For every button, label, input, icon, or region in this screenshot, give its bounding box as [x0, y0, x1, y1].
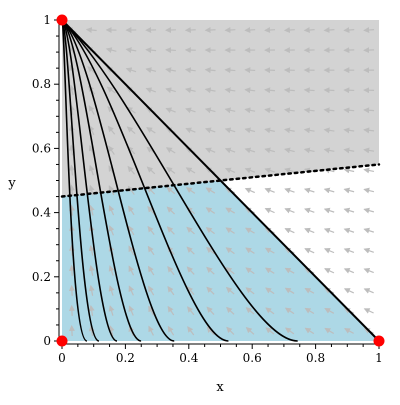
field-arrow	[285, 30, 295, 31]
field-arrow	[364, 209, 374, 212]
field-arrow	[365, 309, 374, 313]
field-arrow	[305, 90, 315, 91]
field-arrow	[344, 169, 354, 171]
field-arrow	[265, 30, 275, 31]
field-arrow	[325, 229, 334, 232]
field-arrow	[325, 189, 335, 192]
field-arrow	[285, 90, 295, 91]
field-arrow	[285, 229, 294, 233]
field-arrow	[72, 286, 73, 296]
field-arrow	[364, 30, 374, 31]
field-arrow	[325, 209, 334, 212]
field-arrow	[325, 249, 334, 253]
y-tick-label: 0.8	[32, 77, 51, 91]
y-tick-label: 0.2	[32, 270, 51, 284]
field-arrow	[266, 209, 275, 213]
field-arrow	[325, 90, 335, 91]
x-tick-label: 1	[375, 351, 383, 365]
field-arrow	[344, 30, 354, 31]
equilibrium-point	[57, 15, 68, 26]
field-arrow	[245, 70, 255, 71]
field-arrow	[345, 249, 354, 253]
field-arrow	[345, 269, 354, 273]
field-arrow	[344, 189, 354, 191]
field-arrow	[325, 30, 335, 31]
field-arrow	[364, 269, 373, 273]
y-tick-label: 1	[43, 13, 51, 27]
equilibrium-point	[57, 336, 68, 347]
field-arrow	[364, 189, 374, 191]
field-arrow	[285, 209, 294, 213]
field-arrow	[225, 70, 235, 71]
field-arrow	[364, 170, 374, 172]
field-arrow	[364, 229, 373, 232]
field-arrow	[72, 266, 73, 276]
field-arrow	[305, 229, 314, 233]
x-tick-label: 0	[58, 351, 66, 365]
y-tick-label: 0.4	[32, 206, 51, 220]
y-tick-label: 0.6	[32, 141, 51, 155]
x-tick-label: 0.6	[243, 351, 262, 365]
x-tick-label: 0.4	[179, 351, 198, 365]
field-arrow	[305, 249, 314, 253]
field-arrow	[305, 209, 314, 212]
field-arrow	[345, 289, 354, 293]
x-axis-label: x	[216, 380, 224, 395]
field-arrow	[365, 289, 374, 293]
field-arrow	[225, 30, 235, 31]
y-axis-label: y	[7, 176, 16, 191]
field-arrow	[206, 30, 216, 31]
field-arrow	[285, 189, 294, 192]
field-arrow	[345, 229, 354, 232]
field-arrow	[305, 30, 315, 31]
x-tick-label: 0.2	[116, 351, 135, 365]
x-tick-label: 0.8	[306, 351, 325, 365]
field-arrow	[364, 110, 374, 111]
field-arrow	[364, 249, 373, 252]
field-arrow	[305, 189, 314, 192]
field-arrow	[166, 50, 176, 51]
field-arrow	[72, 326, 73, 336]
field-arrow	[325, 269, 334, 273]
field-arrow	[265, 189, 274, 193]
field-arrow	[186, 30, 196, 31]
field-arrow	[246, 189, 255, 193]
field-arrow	[72, 306, 73, 316]
y-tick-label: 0	[43, 334, 51, 348]
field-arrow	[245, 30, 255, 31]
field-arrow	[345, 209, 355, 212]
equilibrium-point	[374, 336, 385, 347]
